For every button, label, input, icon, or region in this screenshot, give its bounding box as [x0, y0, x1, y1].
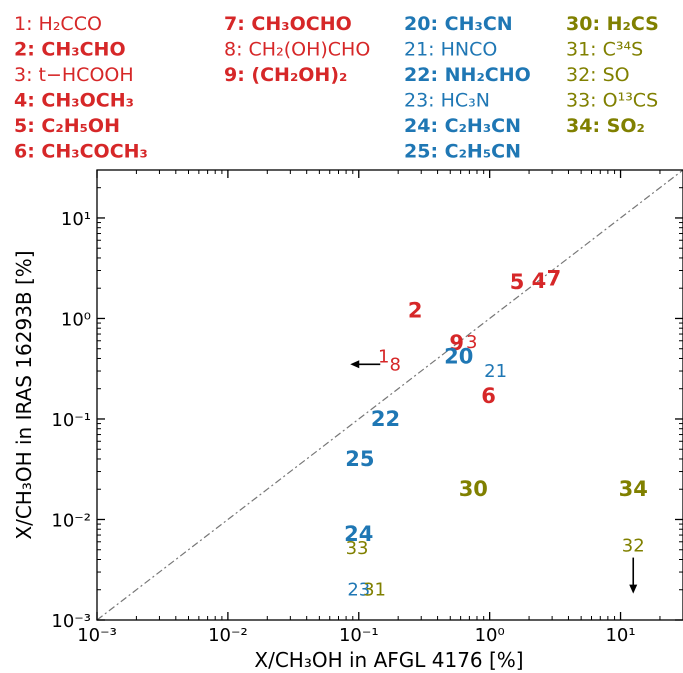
legend-entry: 9: (CH₂OH)₂ [224, 64, 347, 86]
reference-line [96, 169, 683, 621]
legend-entry: 5: C₂H₅OH [14, 115, 120, 137]
legend-entry: 4: CH₃OCH₃ [14, 90, 134, 112]
data-point-label: 25 [345, 447, 374, 471]
plot-frame [96, 169, 683, 621]
x-tick-label: 10⁻³ [77, 625, 117, 646]
data-point-label: 8 [390, 354, 401, 375]
data-point-label: 3 [466, 332, 477, 353]
upper-limit-arrowhead [350, 360, 360, 369]
legend-entry: 31: C³⁴S [566, 39, 643, 61]
legend-entry: 20: CH₃CN [404, 13, 513, 35]
y-tick-label: 10⁻³ [51, 611, 91, 632]
legend-entry: 25: C₂H₅CN [404, 141, 521, 163]
y-tick-label: 10⁻² [51, 510, 91, 531]
data-point-label: 6 [481, 384, 496, 408]
x-tick-label: 10⁻¹ [339, 625, 379, 646]
data-point-label: 33 [346, 538, 369, 559]
data-point-label: 32 [622, 536, 645, 557]
legend-entry: 32: SO [566, 64, 630, 86]
data-point-label: 4 [532, 269, 547, 293]
plot-area: 10⁻³ 10⁻² 10⁻¹ 10⁰ 10¹ 10⁻³ 10⁻² 10⁻¹ 10⁰ 10¹ [51, 169, 683, 646]
legend: 1: H₂CCO 2: CH₃CHO 3: t−HCOOH 4: CH₃OCH₃ 5: … [14, 13, 659, 163]
legend-entry: 7: CH₃OCHO [224, 13, 352, 35]
data-point-label: 9 [449, 331, 464, 355]
data-point-label: 7 [547, 266, 562, 290]
data-point-label: 5 [510, 270, 525, 294]
legend-entry: 23: HC₃N [404, 90, 490, 112]
legend-entry: 1: H₂CCO [14, 13, 102, 35]
y-axis-label: X/CH₃OH in IRAS 16293B [%] [12, 250, 36, 539]
data-point-label: 22 [371, 407, 400, 431]
data-point-label: 21 [484, 361, 507, 382]
data-point-label: 23 [347, 580, 370, 601]
data-point-label: 1 [378, 346, 389, 367]
data-point-label: 30 [459, 477, 488, 501]
upper-limit-arrowhead [629, 584, 638, 594]
legend-entry: 22: NH₂CHO [404, 64, 531, 86]
legend-entry: 24: C₂H₃CN [404, 115, 521, 137]
x-tick-label: 10⁻² [208, 625, 248, 646]
y-tick-label: 10⁰ [61, 309, 91, 330]
x-tick-label: 10¹ [605, 625, 635, 646]
legend-entry: 30: H₂CS [566, 13, 659, 35]
data-point-label: 31 [363, 580, 386, 601]
legend-entry: 2: CH₃CHO [14, 39, 126, 61]
y-tick-label: 10¹ [61, 209, 91, 230]
x-axis-label: X/CH₃OH in AFGL 4176 [%] [254, 648, 523, 672]
x-tick-label: 10⁰ [475, 625, 505, 646]
data-point-label: 2 [408, 299, 423, 323]
legend-entry: 21: HNCO [404, 39, 497, 61]
data-point-label: 34 [619, 477, 648, 501]
legend-entry: 34: SO₂ [566, 115, 645, 137]
legend-entry: 6: CH₃COCH₃ [14, 141, 148, 163]
legend-entry: 33: O¹³CS [566, 90, 658, 112]
y-tick-label: 10⁻¹ [51, 410, 91, 431]
legend-entry: 8: CH₂(OH)CHO [224, 39, 370, 61]
data-point-label: 20 [444, 344, 473, 368]
legend-entry: 3: t−HCOOH [14, 64, 134, 86]
data-point-label: 24 [344, 522, 373, 546]
